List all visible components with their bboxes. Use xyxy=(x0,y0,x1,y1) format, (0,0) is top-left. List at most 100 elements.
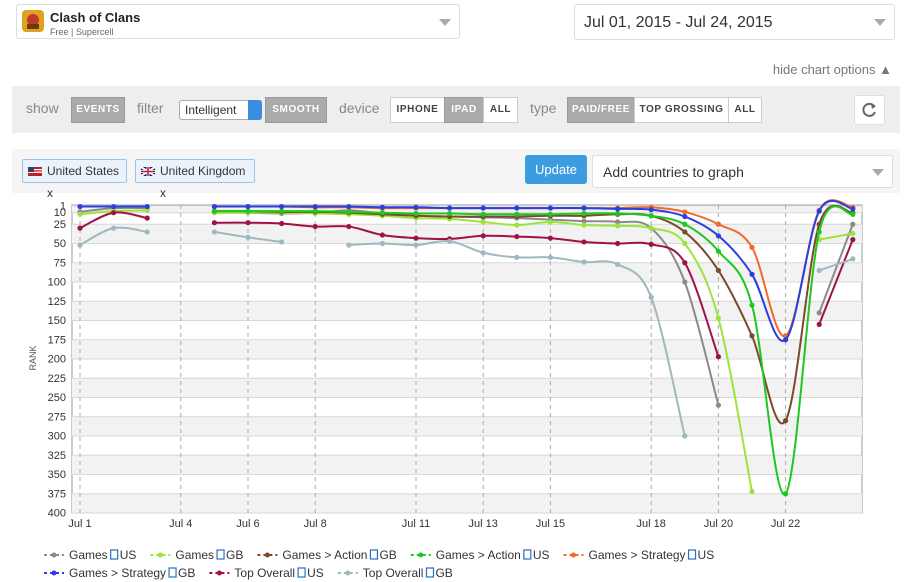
y-tick-label: 175 xyxy=(48,334,66,346)
filter-label: filter xyxy=(137,100,164,116)
legend-item[interactable]: Games > Strategy GB xyxy=(44,566,195,580)
data-point xyxy=(783,491,789,497)
options-toggle[interactable]: hide chart options ▲ xyxy=(772,62,892,77)
legend-item[interactable]: Games > Strategy US xyxy=(563,548,715,562)
app-selector[interactable]: Clash of Clans Free | Supercell xyxy=(16,4,460,39)
data-point xyxy=(850,256,856,262)
legend-country: US xyxy=(120,548,137,562)
legend-label: Games > Action xyxy=(436,548,521,562)
legend-item[interactable]: Games US xyxy=(44,548,136,562)
data-point xyxy=(682,221,688,227)
chip-label: United States x xyxy=(47,164,120,200)
data-point xyxy=(379,204,385,210)
data-point xyxy=(279,220,285,227)
y-tick-label: 225 xyxy=(48,373,66,385)
data-point xyxy=(413,235,419,241)
data-point xyxy=(581,205,587,211)
data-point xyxy=(682,279,688,285)
data-point xyxy=(77,242,83,248)
data-point xyxy=(447,205,453,211)
data-point xyxy=(749,244,755,250)
filter-select[interactable]: Intelligent xyxy=(179,100,262,120)
date-range-selector[interactable]: Jul 01, 2015 - Jul 24, 2015 xyxy=(574,4,895,40)
data-point xyxy=(615,219,621,225)
data-point xyxy=(514,211,520,217)
x-tick-label: Jul 6 xyxy=(236,518,259,530)
data-point xyxy=(111,225,117,231)
data-point xyxy=(279,203,285,210)
data-point xyxy=(715,315,722,321)
legend-item[interactable]: Top Overall GB xyxy=(337,566,453,580)
filter-value: Intelligent xyxy=(185,103,237,117)
type-button[interactable]: ALL xyxy=(728,97,762,123)
legend-item[interactable]: Games > Action GB xyxy=(257,548,397,562)
data-point xyxy=(312,208,318,214)
data-point xyxy=(379,232,385,238)
data-point xyxy=(715,267,722,274)
x-tick-label: Jul 22 xyxy=(771,518,800,530)
country-chip[interactable]: United States x xyxy=(22,159,127,200)
data-point xyxy=(211,203,217,210)
device-icon xyxy=(110,549,119,560)
data-point xyxy=(346,242,352,248)
data-point xyxy=(581,210,587,217)
data-point xyxy=(749,302,755,308)
data-point xyxy=(682,229,688,235)
data-point xyxy=(245,234,251,240)
device-button[interactable]: ALL xyxy=(483,97,518,123)
legend-label: Games xyxy=(175,548,214,562)
data-point xyxy=(447,210,453,217)
data-point xyxy=(346,203,352,210)
legend-swatch-dot xyxy=(345,570,351,576)
data-point xyxy=(480,233,486,239)
data-point xyxy=(648,225,654,231)
device-button[interactable]: IPAD xyxy=(444,97,484,123)
data-point xyxy=(144,215,150,221)
data-point xyxy=(749,271,755,277)
legend-country: US xyxy=(307,566,324,580)
events-button[interactable]: EVENTS xyxy=(71,97,125,123)
country-select[interactable]: Add countries to graph xyxy=(592,155,893,188)
data-point xyxy=(211,220,217,226)
y-tick-label: 250 xyxy=(48,392,66,404)
data-point xyxy=(379,240,385,247)
y-tick-label: 400 xyxy=(48,508,66,520)
y-tick-label: 125 xyxy=(48,296,66,308)
data-point xyxy=(715,402,722,408)
data-point xyxy=(615,261,621,267)
legend-item[interactable]: Games > Action US xyxy=(410,548,550,562)
data-point xyxy=(245,220,251,226)
legend-swatch-dot xyxy=(571,552,576,558)
data-point xyxy=(547,254,554,260)
device-button[interactable]: IPHONE xyxy=(390,97,445,123)
refresh-button[interactable] xyxy=(854,95,885,125)
data-point xyxy=(547,235,554,241)
data-point xyxy=(850,237,856,243)
data-point xyxy=(480,219,486,225)
x-tick-label: Jul 1 xyxy=(68,518,91,530)
legend-item[interactable]: Games GB xyxy=(150,548,243,562)
device-icon xyxy=(369,549,379,560)
smooth-button[interactable]: SMOOTH xyxy=(265,97,327,123)
data-point xyxy=(581,218,587,224)
grid-band xyxy=(72,455,862,475)
type-label: type xyxy=(530,100,557,116)
update-button[interactable]: Update xyxy=(525,155,587,184)
type-button[interactable]: PAID/FREE xyxy=(567,97,635,123)
data-point xyxy=(715,248,722,254)
grid-band xyxy=(72,339,862,359)
device-label: device xyxy=(339,100,380,116)
type-button[interactable]: TOP GROSSING xyxy=(634,97,729,123)
y-tick-label: 150 xyxy=(48,315,66,327)
data-point xyxy=(514,205,520,211)
data-point xyxy=(783,418,789,424)
data-point xyxy=(77,211,83,217)
data-point xyxy=(547,219,554,225)
country-chip[interactable]: United Kingdom x xyxy=(135,159,255,200)
legend-item[interactable]: Top Overall US xyxy=(209,566,324,580)
legend-label: Games xyxy=(69,548,108,562)
flag-us xyxy=(28,167,42,176)
data-point xyxy=(77,225,83,231)
data-point xyxy=(413,204,419,210)
